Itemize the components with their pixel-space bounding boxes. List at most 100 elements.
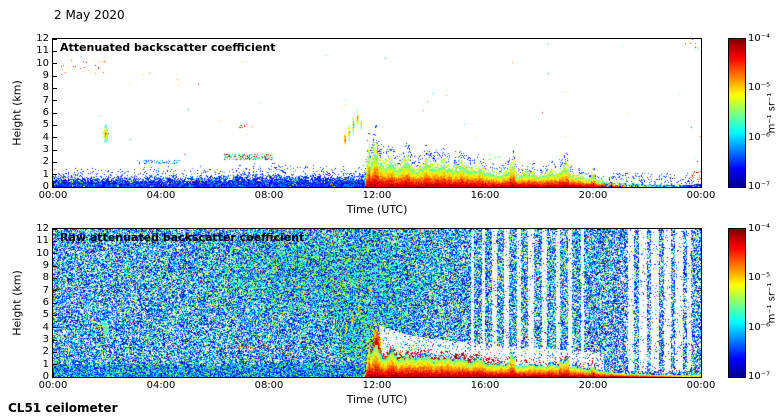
x-tick-label: 12:00: [362, 380, 392, 391]
y-tick-label: 0: [42, 371, 49, 382]
colorbar: 10⁻⁴ 10⁻⁵ 10⁻⁶ 10⁻⁷ m⁻¹ sr⁻¹: [728, 33, 778, 192]
y-tick-mark: [53, 100, 57, 102]
y-tick-label: 9: [42, 260, 49, 271]
x-tick-label: 20:00: [578, 190, 608, 201]
date-label: 2 May 2020: [54, 8, 125, 22]
y-tick-label: 7: [42, 284, 49, 296]
panel-raw-backscatter: Raw attenuated backscatter coefficient 0…: [0, 223, 780, 406]
x-tick-label: 00:00: [686, 380, 716, 391]
y-tick-label: 0: [42, 181, 49, 192]
y-tick-label: 10: [36, 247, 49, 259]
plot-title: Attenuated backscatter coefficient: [60, 41, 276, 54]
x-tick-mark: [377, 373, 378, 377]
y-tick-mark: [53, 302, 57, 304]
y-tick-label: 12: [36, 223, 49, 234]
y-axis-label: Height (km): [10, 270, 24, 336]
plot-area: Raw attenuated backscatter coefficient 0…: [11, 223, 716, 406]
plot-title: Raw attenuated backscatter coefficient: [60, 231, 305, 244]
y-tick-label: 11: [36, 235, 49, 247]
y-tick-label: 8: [42, 82, 49, 94]
x-tick-label: 04:00: [146, 190, 176, 201]
colorbar-unit-label: m⁻¹ sr⁻¹: [766, 282, 778, 324]
x-tick-label: 20:00: [578, 380, 608, 391]
x-tick-label: 00:00: [38, 380, 68, 391]
y-tick-mark: [53, 38, 57, 40]
x-tick-mark: [485, 373, 486, 377]
y-tick-mark: [53, 290, 57, 292]
y-tick-label: 7: [42, 94, 49, 106]
y-tick-mark: [53, 228, 57, 230]
y-tick-label: 5: [42, 309, 49, 321]
y-tick-label: 4: [42, 131, 49, 143]
y-tick-label: 2: [42, 156, 49, 168]
x-tick-mark: [269, 183, 270, 187]
colorbar-tick-label: 10⁻⁷: [748, 181, 771, 192]
heatmap-canvas: [53, 229, 701, 377]
colorbar-tick-label: 10⁻⁶: [748, 321, 771, 333]
colorbar-gradient: [729, 229, 745, 377]
y-tick-mark: [53, 149, 57, 151]
colorbar-tick-label: 10⁻⁵: [748, 272, 771, 284]
y-tick-mark: [53, 339, 57, 341]
x-tick-mark: [53, 373, 54, 377]
instrument-label: CL51 ceilometer: [8, 401, 118, 415]
y-tick-label: 10: [36, 57, 49, 69]
colorbar-tick-label: 10⁻⁵: [748, 82, 771, 94]
y-tick-label: 3: [42, 144, 49, 155]
y-axis-ticks: 0 1 2 3 4 5 6 7 8 9 10 11 12: [36, 33, 701, 192]
y-axis-label: Height (km): [10, 80, 24, 146]
colorbar-unit-label: m⁻¹ sr⁻¹: [766, 92, 778, 134]
colorbar-tick-label: 10⁻⁴: [748, 33, 771, 44]
y-tick-mark: [53, 174, 57, 176]
y-tick-mark: [53, 364, 57, 366]
y-tick-label: 8: [42, 272, 49, 284]
y-tick-mark: [53, 265, 57, 267]
y-tick-mark: [53, 327, 57, 329]
colorbar-ticks: 10⁻⁴ 10⁻⁵ 10⁻⁶ 10⁻⁷: [729, 33, 770, 192]
y-tick-label: 1: [42, 168, 49, 180]
y-tick-label: 12: [36, 33, 49, 44]
y-tick-mark: [53, 314, 57, 316]
colorbar-gradient: [729, 39, 745, 187]
x-axis-ticks: 00:00 04:00 08:00 12:00 16:00 20:00 00:00: [39, 377, 716, 391]
y-tick-mark: [53, 137, 57, 139]
y-tick-mark: [53, 253, 57, 255]
x-tick-label: 00:00: [686, 190, 716, 201]
x-tick-mark: [701, 373, 702, 377]
y-tick-label: 1: [42, 358, 49, 370]
x-tick-label: 08:00: [254, 380, 284, 391]
x-tick-label: 16:00: [470, 380, 500, 391]
y-tick-mark: [53, 240, 57, 242]
x-tick-label: 12:00: [362, 190, 392, 201]
y-tick-label: 2: [42, 346, 49, 358]
y-tick-mark: [53, 63, 57, 65]
colorbar-tick-label: 10⁻⁷: [748, 371, 771, 382]
y-tick-mark: [53, 351, 57, 353]
x-tick-label: 16:00: [470, 190, 500, 201]
x-tick-mark: [161, 373, 162, 377]
x-tick-mark: [269, 373, 270, 377]
y-tick-label: 9: [42, 70, 49, 81]
x-tick-label: 04:00: [146, 380, 176, 391]
x-tick-mark: [593, 373, 594, 377]
x-tick-label: 00:00: [38, 190, 68, 201]
x-tick-label: 08:00: [254, 190, 284, 201]
x-tick-mark: [593, 183, 594, 187]
y-tick-mark: [53, 87, 57, 89]
colorbar: 10⁻⁴ 10⁻⁵ 10⁻⁶ 10⁻⁷ m⁻¹ sr⁻¹: [728, 223, 778, 382]
colorbar-tick-label: 10⁻⁴: [748, 223, 771, 234]
plot-area: Attenuated backscatter coefficient 00:00…: [11, 33, 716, 216]
y-tick-mark: [53, 376, 57, 378]
x-tick-mark: [53, 183, 54, 187]
y-tick-mark: [53, 50, 57, 52]
y-tick-label: 4: [42, 321, 49, 333]
heatmap-canvas: [53, 39, 701, 187]
x-tick-mark: [701, 183, 702, 187]
y-tick-mark: [53, 124, 57, 126]
y-axis-ticks: 0 1 2 3 4 5 6 7 8 9 10 11 12: [36, 223, 701, 382]
y-tick-mark: [53, 161, 57, 163]
x-axis-label: Time (UTC): [346, 203, 408, 216]
panel-attenuated-backscatter: Attenuated backscatter coefficient 00:00…: [0, 33, 780, 216]
y-tick-mark: [53, 75, 57, 77]
